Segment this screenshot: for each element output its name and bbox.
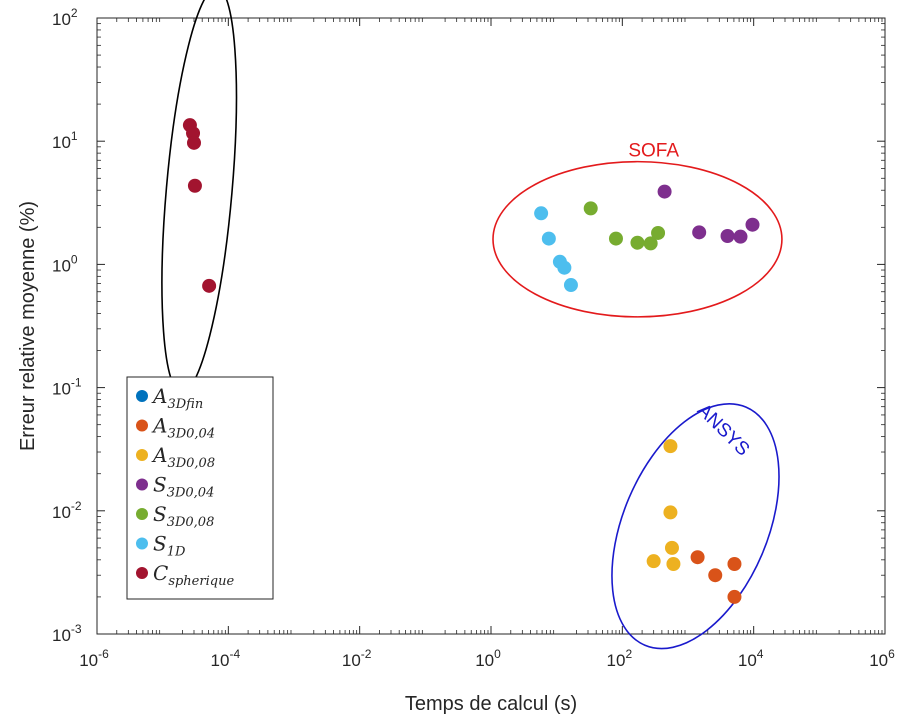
data-point <box>727 589 742 604</box>
data-point <box>651 225 666 240</box>
y-axis-label: Erreur relative moyenne (%) <box>17 201 39 451</box>
y-tick-label: 10-2 <box>52 499 82 522</box>
data-point <box>541 231 556 246</box>
data-point <box>202 278 217 293</box>
data-point <box>557 260 572 275</box>
data-point <box>745 217 760 232</box>
data-point <box>643 236 658 251</box>
x-tick-label: 106 <box>869 647 895 670</box>
legend-entry: A3Dfin <box>151 384 203 412</box>
data-point <box>664 540 679 555</box>
legend-marker <box>136 508 148 520</box>
data-point <box>733 229 748 244</box>
grouping-ellipse <box>492 160 783 318</box>
x-axis-label: Temps de calcul (s) <box>405 693 577 715</box>
legend-entry: S3D0,04 <box>153 473 214 501</box>
group-label-sofa: SOFA <box>628 141 679 162</box>
data-point <box>608 231 623 246</box>
data-point <box>657 184 672 199</box>
legend-entry: S1D <box>153 532 186 560</box>
data-point <box>187 178 202 193</box>
x-tick-label: 102 <box>607 647 633 670</box>
legend-marker <box>136 390 148 402</box>
data-point <box>708 568 723 583</box>
data-point <box>690 550 705 565</box>
legend-marker <box>136 419 148 432</box>
x-tick-label: 104 <box>738 647 764 670</box>
data-point <box>630 235 645 250</box>
x-tick-labels: 10-6 10-4 10-2 100 102 104 106 <box>79 647 895 670</box>
legend-marker <box>136 567 148 579</box>
y-tick-labels: 10-3 10-2 10-1 100 101 102 <box>52 6 82 645</box>
major-ticks <box>96 17 886 635</box>
data-point <box>563 278 578 293</box>
legend-entry: A3D0,04 <box>151 414 215 442</box>
data-point <box>663 439 678 454</box>
y-tick-label: 10-3 <box>52 622 82 645</box>
data-point <box>666 556 681 571</box>
legend-marker <box>136 537 148 550</box>
data-point <box>692 225 707 240</box>
data-point <box>583 201 598 216</box>
x-tick-label: 100 <box>475 647 501 670</box>
y-tick-label: 101 <box>52 129 78 152</box>
y-tick-label: 10-1 <box>52 376 82 399</box>
y-tick-label: 100 <box>52 252 78 275</box>
legend-marker <box>136 449 148 461</box>
legend: A3DfinA3D0,04A3D0,08S3D0,04S3D0,08S1DCsp… <box>126 376 274 600</box>
legend-entry: Cspherique <box>153 561 234 589</box>
legend-entry: A3D0,08 <box>151 443 215 471</box>
x-tick-label: 10-2 <box>342 647 372 670</box>
data-point <box>186 135 201 150</box>
data-point <box>720 229 735 244</box>
data-point <box>663 505 678 520</box>
data-point <box>727 556 742 571</box>
minor-ticks <box>97 18 885 634</box>
x-tick-label: 10-4 <box>211 647 241 670</box>
legend-entry: S3D0,08 <box>153 502 214 530</box>
grouping-ellipse <box>611 403 780 650</box>
data-point <box>646 554 661 569</box>
data-point <box>534 206 549 221</box>
legend-marker <box>136 478 148 491</box>
y-tick-label: 102 <box>52 6 78 29</box>
data-points <box>182 118 760 604</box>
x-tick-label: 10-6 <box>79 647 109 670</box>
legend-box <box>126 376 274 600</box>
